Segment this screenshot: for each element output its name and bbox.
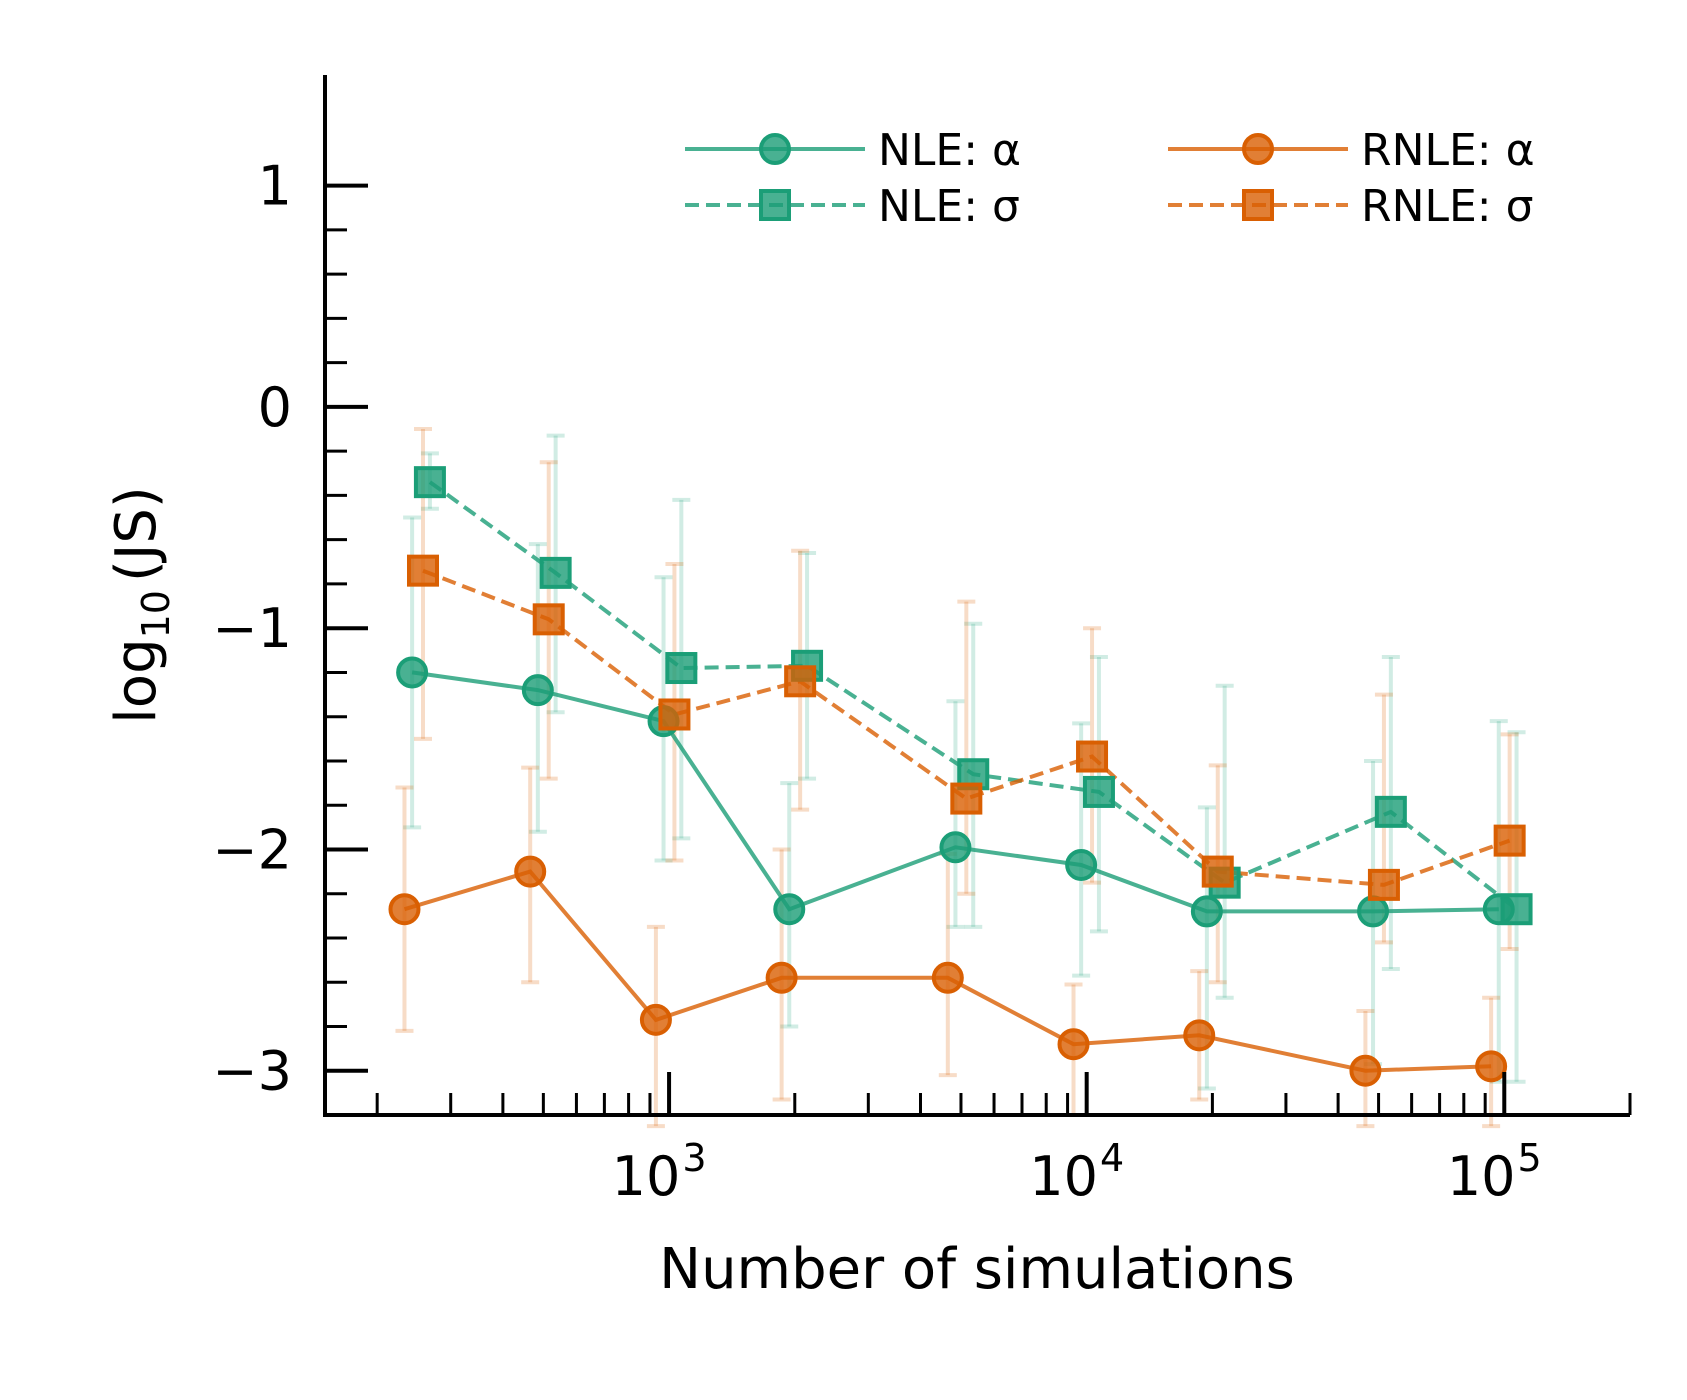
data-point <box>1190 895 1223 928</box>
x-tick-label-base: 10 <box>1447 1145 1516 1208</box>
legend-marker <box>1242 133 1274 165</box>
y-tick-label: −1 <box>212 597 292 660</box>
data-point <box>658 698 691 731</box>
data-point <box>1065 848 1098 881</box>
data-point <box>1475 1050 1508 1083</box>
data-point <box>1357 895 1390 928</box>
x-tick-label-base: 10 <box>1029 1145 1098 1208</box>
data-point <box>1082 775 1115 808</box>
legend-label: RNLE: σ <box>1361 181 1534 232</box>
data-point <box>1367 868 1400 901</box>
x-tick-label-base: 10 <box>612 1145 681 1208</box>
x-tick-label-exponent: 3 <box>682 1136 706 1180</box>
data-point <box>407 554 440 587</box>
x-tick-label-exponent: 4 <box>1100 1136 1124 1180</box>
axes: 10−1−2−3 103 104 105 <box>212 75 1632 1208</box>
x-tick-label: 104 <box>1029 1136 1124 1208</box>
legend-label: RNLE: α <box>1361 125 1535 176</box>
data-point <box>1057 1028 1090 1061</box>
legend-label: NLE: α <box>878 125 1021 176</box>
markers-layer <box>388 466 1533 1087</box>
legend-marker <box>1242 189 1274 221</box>
data-point <box>1500 893 1533 926</box>
y-ticks: 1 0 −1 −2 −3 <box>212 155 368 1103</box>
data-point <box>1493 824 1526 857</box>
data-point <box>950 782 983 815</box>
data-point <box>388 893 421 926</box>
data-point <box>1076 740 1109 773</box>
series-line <box>422 568 1511 887</box>
data-point <box>539 556 572 589</box>
data-point <box>1201 855 1234 888</box>
data-point <box>396 656 429 689</box>
y-tick-label: −3 <box>212 1040 292 1103</box>
data-point <box>931 961 964 994</box>
data-point <box>939 831 972 864</box>
legend-marker <box>759 133 791 165</box>
y-tick-label: 0 <box>258 376 292 439</box>
y-axis-title-sub: 10 <box>134 590 178 638</box>
x-tick-label: 105 <box>1447 1136 1542 1208</box>
y-tick-label: 1 <box>258 155 292 218</box>
data-point <box>514 855 547 888</box>
data-point <box>1374 795 1407 828</box>
data-point <box>665 652 698 685</box>
legend-label: NLE: σ <box>878 181 1020 232</box>
data-point <box>1349 1054 1382 1087</box>
x-tick-label-exponent: 5 <box>1518 1136 1542 1180</box>
data-point <box>532 603 565 636</box>
data-point <box>773 893 806 926</box>
data-point <box>413 466 446 499</box>
data-point <box>639 1003 672 1036</box>
y-axis-title: log10 (JS) <box>104 486 178 724</box>
y-axis-title-base: log <box>104 638 169 723</box>
x-axis-title: Number of simulations <box>659 1237 1295 1302</box>
data-point <box>521 674 554 707</box>
y-tick-label: −2 <box>212 818 292 881</box>
y-axis-title-rest: (JS) <box>104 486 169 582</box>
data-point <box>765 961 798 994</box>
data-point <box>784 665 817 698</box>
legend-marker <box>759 189 791 221</box>
x-ticks: 103 104 105 <box>375 1072 1632 1208</box>
x-tick-label: 103 <box>612 1136 707 1208</box>
data-point <box>1183 1019 1216 1052</box>
